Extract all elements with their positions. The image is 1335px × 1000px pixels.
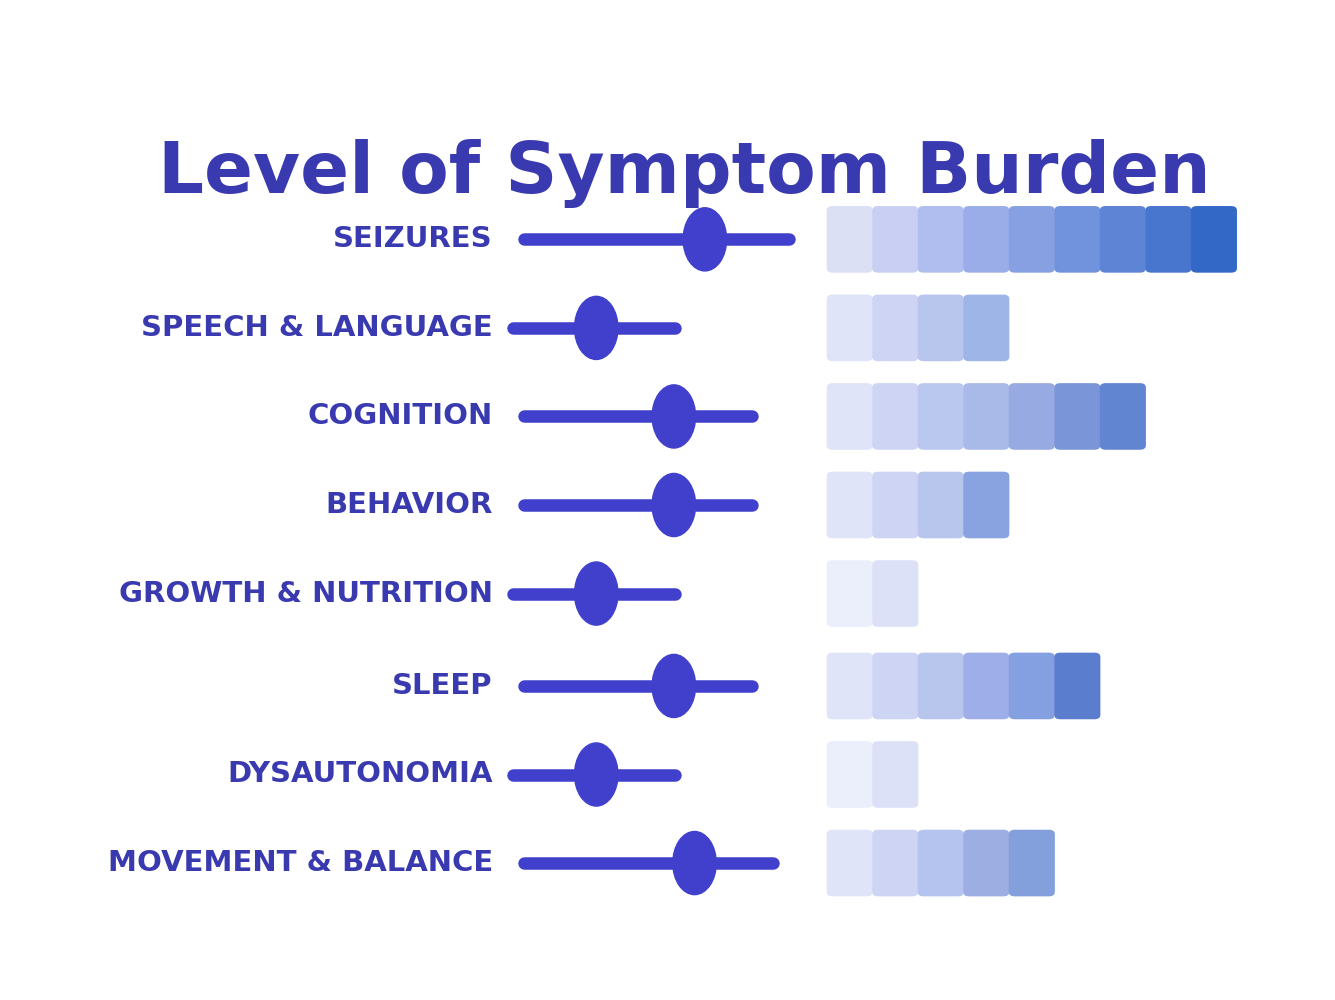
FancyBboxPatch shape — [872, 472, 918, 538]
Ellipse shape — [684, 208, 726, 271]
Ellipse shape — [651, 473, 696, 537]
FancyBboxPatch shape — [917, 206, 964, 273]
Text: COGNITION: COGNITION — [307, 402, 493, 430]
FancyBboxPatch shape — [872, 741, 918, 808]
Text: Level of Symptom Burden: Level of Symptom Burden — [158, 139, 1211, 208]
FancyBboxPatch shape — [872, 295, 918, 361]
Text: SPEECH & LANGUAGE: SPEECH & LANGUAGE — [142, 314, 493, 342]
FancyBboxPatch shape — [1055, 206, 1100, 273]
Text: BEHAVIOR: BEHAVIOR — [326, 491, 493, 519]
Text: SLEEP: SLEEP — [392, 672, 493, 700]
Text: DYSAUTONOMIA: DYSAUTONOMIA — [227, 760, 493, 788]
FancyBboxPatch shape — [1009, 653, 1055, 719]
Ellipse shape — [651, 654, 696, 718]
FancyBboxPatch shape — [917, 295, 964, 361]
FancyBboxPatch shape — [1009, 206, 1055, 273]
Text: GROWTH & NUTRITION: GROWTH & NUTRITION — [119, 580, 493, 608]
FancyBboxPatch shape — [964, 653, 1009, 719]
FancyBboxPatch shape — [964, 295, 1009, 361]
FancyBboxPatch shape — [1100, 206, 1145, 273]
FancyBboxPatch shape — [1009, 383, 1055, 450]
FancyBboxPatch shape — [964, 830, 1009, 896]
FancyBboxPatch shape — [1100, 383, 1145, 450]
Text: SEIZURES: SEIZURES — [334, 225, 493, 253]
FancyBboxPatch shape — [872, 653, 918, 719]
FancyBboxPatch shape — [826, 741, 873, 808]
FancyBboxPatch shape — [872, 206, 918, 273]
FancyBboxPatch shape — [964, 383, 1009, 450]
FancyBboxPatch shape — [826, 206, 873, 273]
FancyBboxPatch shape — [826, 830, 873, 896]
Ellipse shape — [673, 831, 717, 895]
FancyBboxPatch shape — [826, 472, 873, 538]
FancyBboxPatch shape — [826, 295, 873, 361]
FancyBboxPatch shape — [872, 830, 918, 896]
FancyBboxPatch shape — [872, 383, 918, 450]
FancyBboxPatch shape — [917, 830, 964, 896]
FancyBboxPatch shape — [826, 560, 873, 627]
FancyBboxPatch shape — [1145, 206, 1191, 273]
Ellipse shape — [574, 562, 618, 625]
FancyBboxPatch shape — [872, 560, 918, 627]
Ellipse shape — [651, 385, 696, 448]
FancyBboxPatch shape — [964, 206, 1009, 273]
Ellipse shape — [574, 296, 618, 359]
Ellipse shape — [574, 743, 618, 806]
FancyBboxPatch shape — [917, 653, 964, 719]
Text: MOVEMENT & BALANCE: MOVEMENT & BALANCE — [108, 849, 493, 877]
FancyBboxPatch shape — [964, 472, 1009, 538]
FancyBboxPatch shape — [1191, 206, 1238, 273]
FancyBboxPatch shape — [917, 472, 964, 538]
FancyBboxPatch shape — [1055, 383, 1100, 450]
FancyBboxPatch shape — [1055, 653, 1100, 719]
FancyBboxPatch shape — [826, 383, 873, 450]
FancyBboxPatch shape — [826, 653, 873, 719]
FancyBboxPatch shape — [1009, 830, 1055, 896]
FancyBboxPatch shape — [917, 383, 964, 450]
